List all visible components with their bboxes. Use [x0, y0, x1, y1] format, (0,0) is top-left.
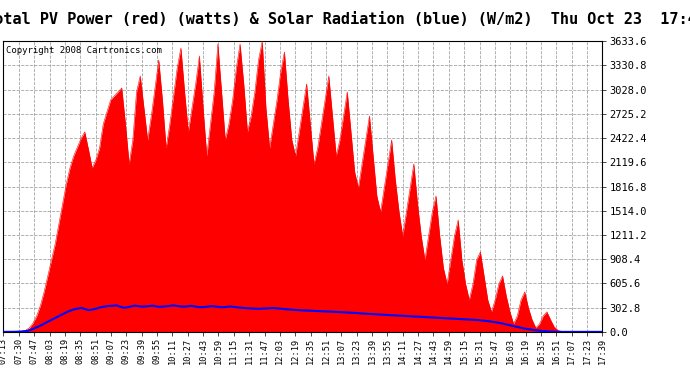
- Text: Copyright 2008 Cartronics.com: Copyright 2008 Cartronics.com: [6, 46, 162, 55]
- Text: Total PV Power (red) (watts) & Solar Radiation (blue) (W/m2)  Thu Oct 23  17:49: Total PV Power (red) (watts) & Solar Rad…: [0, 12, 690, 27]
